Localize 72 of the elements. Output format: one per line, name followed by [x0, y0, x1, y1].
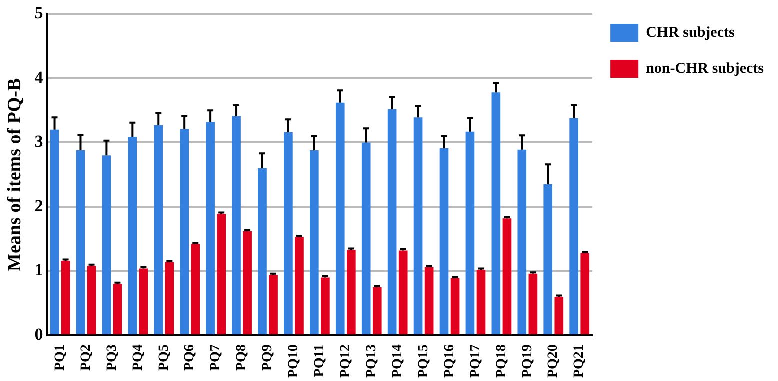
x-tick-label: PQ8	[234, 344, 250, 372]
bar	[295, 237, 304, 335]
bar	[424, 267, 434, 335]
bar	[87, 266, 96, 335]
x-tick-label: PQ6	[182, 344, 198, 372]
x-tick-label: PQ1	[52, 344, 68, 372]
bar	[139, 268, 148, 335]
x-tick-label: PQ13	[364, 344, 380, 378]
bar	[388, 109, 397, 335]
bar	[336, 102, 345, 335]
x-tick-label: PQ2	[78, 344, 94, 372]
y-tick-label: 1	[34, 260, 44, 280]
bar	[128, 136, 138, 335]
bar	[570, 118, 578, 335]
x-tick-label: PQ20	[546, 344, 562, 378]
bar	[580, 253, 590, 335]
x-tick-label: PQ15	[416, 344, 432, 378]
x-tick-label: PQ17	[468, 344, 484, 378]
y-tick-label: 5	[34, 4, 44, 23]
bar	[466, 132, 475, 335]
x-tick-label: PQ7	[208, 344, 224, 372]
bar	[492, 92, 501, 335]
x-tick-label: PQ9	[260, 344, 276, 372]
x-tick-label: PQ19	[520, 344, 536, 378]
bar	[284, 132, 293, 335]
x-tick-label: PQ11	[312, 344, 328, 378]
x-tick-label: PQ12	[338, 344, 354, 378]
bar	[191, 244, 200, 335]
bar	[321, 278, 330, 335]
y-tick-label: 3	[34, 132, 44, 152]
y-tick-label: 2	[34, 196, 44, 216]
x-tick-label: PQ21	[572, 344, 588, 378]
bar	[476, 270, 486, 335]
bar	[206, 122, 215, 335]
y-axis-title: Means of items of PQ-B	[4, 78, 26, 272]
y-tick-label: 0	[34, 324, 44, 344]
x-tick-label: PQ4	[130, 344, 146, 372]
legend-label: CHR subjects	[646, 24, 735, 41]
bar	[165, 262, 174, 335]
legend-label: non-CHR subjects	[646, 60, 764, 77]
bar	[50, 130, 60, 335]
bar	[518, 150, 527, 335]
bar	[61, 261, 70, 335]
bar	[414, 118, 423, 335]
bar	[232, 116, 241, 335]
bar	[554, 296, 564, 335]
bar	[372, 287, 382, 335]
bar	[362, 142, 371, 335]
bar	[76, 150, 86, 335]
bar	[258, 168, 267, 335]
bar	[269, 275, 278, 335]
x-tick-label: PQ5	[156, 344, 172, 372]
bar	[243, 231, 252, 335]
x-tick-label: PQ14	[390, 344, 406, 378]
bar	[102, 156, 112, 335]
bar	[217, 214, 226, 335]
bar	[154, 125, 164, 335]
bar	[528, 274, 538, 335]
bar	[398, 250, 408, 335]
x-tick-label: PQ3	[104, 344, 120, 372]
bar	[347, 250, 356, 335]
bar	[113, 284, 122, 335]
bar	[180, 129, 190, 335]
x-tick-label: PQ18	[494, 344, 510, 378]
x-tick-label: PQ10	[286, 344, 302, 378]
y-tick-label: 4	[34, 68, 44, 87]
bar	[544, 184, 553, 335]
bar	[502, 218, 512, 335]
bar	[450, 278, 460, 335]
x-tick-label: PQ16	[442, 344, 458, 378]
bar	[440, 148, 449, 335]
bar	[310, 150, 319, 335]
